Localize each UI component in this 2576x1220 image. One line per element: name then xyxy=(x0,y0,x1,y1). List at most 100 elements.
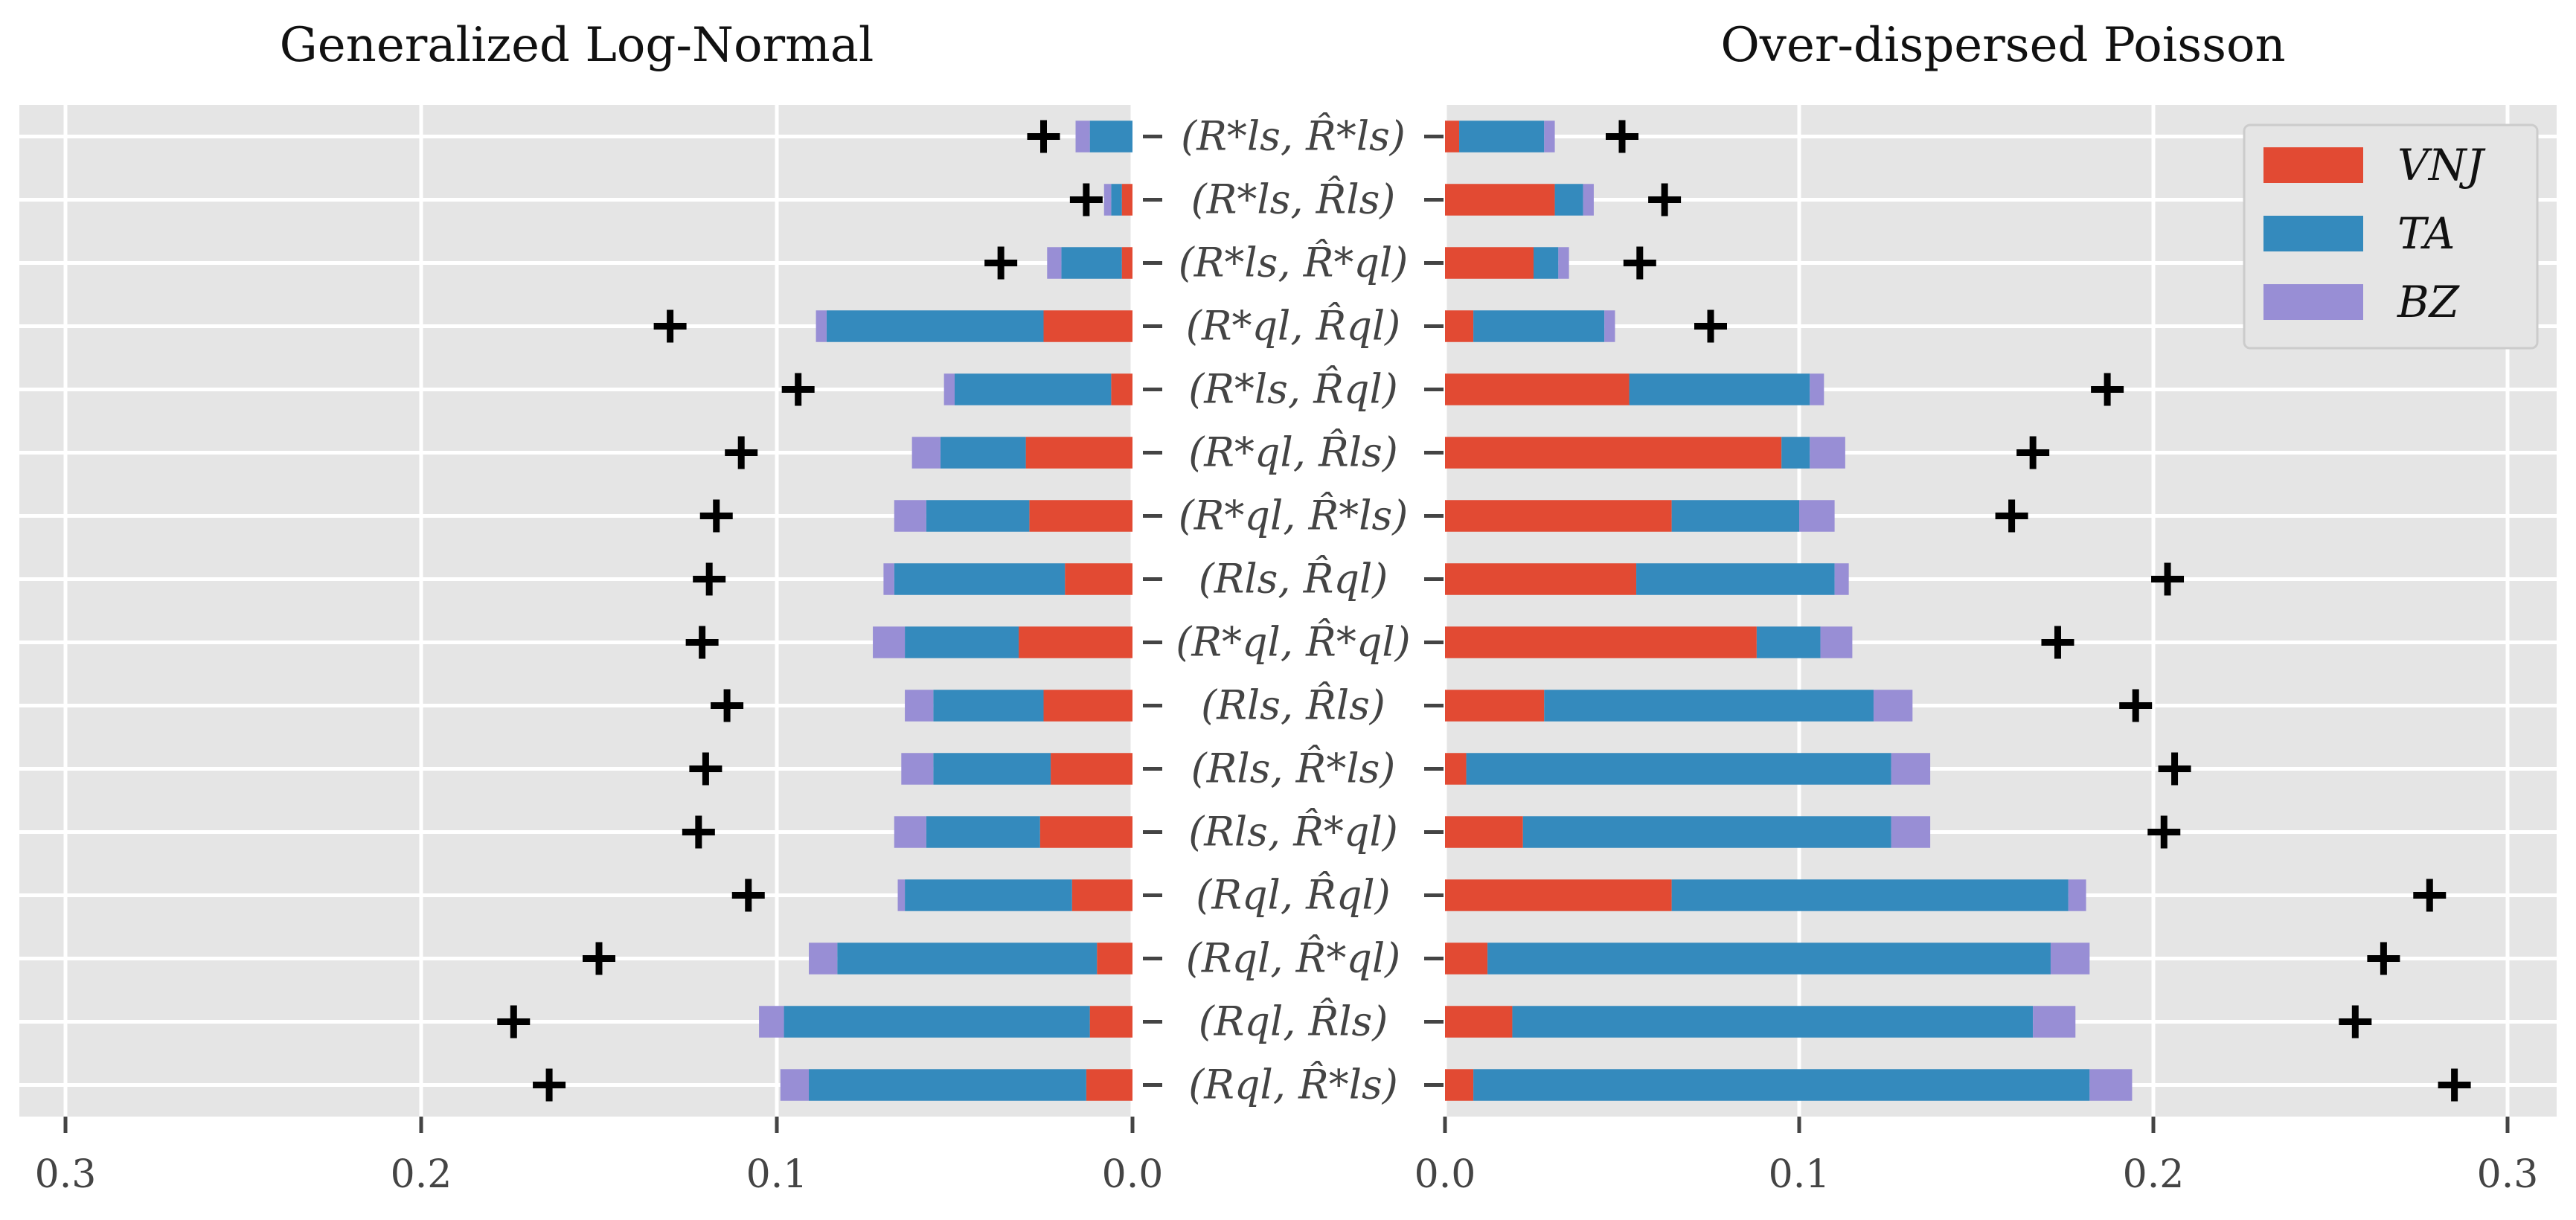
bar-left-vnj-3 xyxy=(1043,310,1132,342)
bar-left-bz-9 xyxy=(905,690,934,722)
bar-left-ta-12 xyxy=(905,879,1072,911)
bar-right-ta-14 xyxy=(1512,1006,2034,1038)
xtick-label-left-0: 0.3 xyxy=(35,1152,97,1197)
marker-left-3 xyxy=(653,309,687,343)
bar-left-ta-0 xyxy=(1089,121,1132,152)
bar-left-ta-5 xyxy=(940,437,1026,469)
bar-left-vnj-14 xyxy=(1089,1006,1132,1038)
bar-left-ta-15 xyxy=(809,1069,1086,1101)
bar-right-bz-1 xyxy=(1583,184,1594,216)
bar-right-bz-5 xyxy=(1810,437,1845,469)
bar-left-bz-0 xyxy=(1075,121,1090,152)
bar-right-vnj-9 xyxy=(1445,690,1545,722)
marker-left-6 xyxy=(699,499,733,533)
bar-right-vnj-12 xyxy=(1445,879,1672,911)
markers xyxy=(497,120,2471,1102)
category-label-13: (Rql, R̂*ql) xyxy=(1186,934,1400,982)
legend-label-ta: TA xyxy=(2397,208,2455,259)
xtick-label-right-2: 0.2 xyxy=(2123,1152,2185,1197)
marker-right-13 xyxy=(2367,942,2400,975)
bar-left-vnj-8 xyxy=(1019,626,1132,658)
bar-left-bz-2 xyxy=(1047,247,1062,279)
marker-right-11 xyxy=(2147,815,2181,849)
bar-left-ta-10 xyxy=(933,753,1051,785)
bar-right-bz-3 xyxy=(1604,310,1615,342)
bar-right-vnj-6 xyxy=(1445,500,1672,532)
bar-left-vnj-15 xyxy=(1086,1069,1132,1101)
bar-left-ta-4 xyxy=(955,373,1112,405)
bar-right-bz-4 xyxy=(1810,373,1824,405)
bar-left-vnj-4 xyxy=(1111,373,1132,405)
marker-right-9 xyxy=(2119,689,2153,722)
bar-right-ta-9 xyxy=(1544,690,1874,722)
bar-right-ta-8 xyxy=(1756,626,1821,658)
marker-left-7 xyxy=(693,562,726,596)
marker-right-4 xyxy=(2091,373,2124,406)
bar-left-bz-13 xyxy=(809,943,838,975)
bar-right-ta-0 xyxy=(1459,121,1545,152)
bar-right-ta-13 xyxy=(1487,943,2051,975)
bars xyxy=(759,121,2133,1101)
legend-label-bz: BZ xyxy=(2397,277,2461,327)
bar-left-bz-12 xyxy=(897,879,906,911)
bar-left-vnj-10 xyxy=(1051,753,1132,785)
marker-left-14 xyxy=(497,1005,531,1038)
bar-left-ta-2 xyxy=(1061,247,1122,279)
bar-right-vnj-2 xyxy=(1445,247,1534,279)
bar-left-vnj-1 xyxy=(1121,184,1132,216)
legend-swatch-bz xyxy=(2263,284,2363,320)
marker-right-7 xyxy=(2151,562,2185,596)
bar-left-ta-8 xyxy=(905,626,1019,658)
bar-left-bz-1 xyxy=(1103,184,1112,216)
marker-left-15 xyxy=(533,1068,566,1102)
legend-label-vnj: VNJ xyxy=(2397,140,2486,190)
bar-right-vnj-0 xyxy=(1445,121,1460,152)
marker-right-0 xyxy=(1606,120,1638,153)
bar-left-bz-8 xyxy=(873,626,906,658)
marker-right-15 xyxy=(2438,1068,2471,1102)
bar-left-vnj-7 xyxy=(1065,563,1132,595)
bar-left-ta-7 xyxy=(894,563,1066,595)
category-label-1: (R*ls, R̂ls) xyxy=(1191,176,1396,223)
bar-right-vnj-7 xyxy=(1445,563,1637,595)
category-labels: (R*ls, R̂*ls) (R*ls, R̂ls) (R*ls, R̂*ql) (R… xyxy=(1143,112,1444,1108)
xtick-label-left-3: 0.0 xyxy=(1102,1152,1164,1197)
bar-left-ta-6 xyxy=(926,500,1030,532)
legend-swatch-ta xyxy=(2263,216,2363,251)
bar-right-ta-11 xyxy=(1522,816,1891,848)
bar-left-vnj-13 xyxy=(1097,943,1132,975)
marker-right-12 xyxy=(2413,879,2447,912)
bar-right-ta-2 xyxy=(1534,247,1559,279)
marker-right-6 xyxy=(1995,499,2028,533)
bar-right-ta-1 xyxy=(1554,184,1583,216)
bar-left-bz-14 xyxy=(759,1006,784,1038)
marker-right-8 xyxy=(2041,626,2074,659)
bar-left-ta-11 xyxy=(926,816,1040,848)
bar-right-ta-5 xyxy=(1781,437,1810,469)
xtick-label-right-3: 0.3 xyxy=(2477,1152,2539,1197)
bar-right-vnj-13 xyxy=(1445,943,1488,975)
bar-right-bz-11 xyxy=(1891,816,1931,848)
axis-ticks: 0.0 0.1 0.2 0.3 0.3 0.2 0.1 0.0 xyxy=(35,1117,2539,1197)
xtick-label-left-2: 0.1 xyxy=(746,1152,808,1197)
bar-left-bz-11 xyxy=(894,816,926,848)
bar-left-vnj-5 xyxy=(1025,437,1132,469)
marker-left-5 xyxy=(725,436,758,469)
category-label-11: (Rls, R̂*ql) xyxy=(1188,808,1398,855)
bar-right-bz-8 xyxy=(1820,626,1853,658)
xtick-label-right-0: 0.0 xyxy=(1414,1152,1476,1197)
bar-right-vnj-3 xyxy=(1445,310,1474,342)
category-label-9: (Rls, R̂ls) xyxy=(1201,681,1385,729)
bar-left-bz-5 xyxy=(911,437,941,469)
bar-right-vnj-4 xyxy=(1445,373,1630,405)
bar-right-bz-9 xyxy=(1873,690,1913,722)
marker-right-10 xyxy=(2158,752,2191,786)
bar-left-ta-3 xyxy=(826,310,1044,342)
legend-swatch-vnj xyxy=(2263,147,2363,183)
bar-left-bz-4 xyxy=(943,373,955,405)
bar-left-vnj-12 xyxy=(1071,879,1132,911)
bar-right-vnj-11 xyxy=(1445,816,1523,848)
bar-right-ta-7 xyxy=(1636,563,1835,595)
bar-right-bz-15 xyxy=(2089,1069,2133,1101)
bar-left-bz-10 xyxy=(901,753,934,785)
